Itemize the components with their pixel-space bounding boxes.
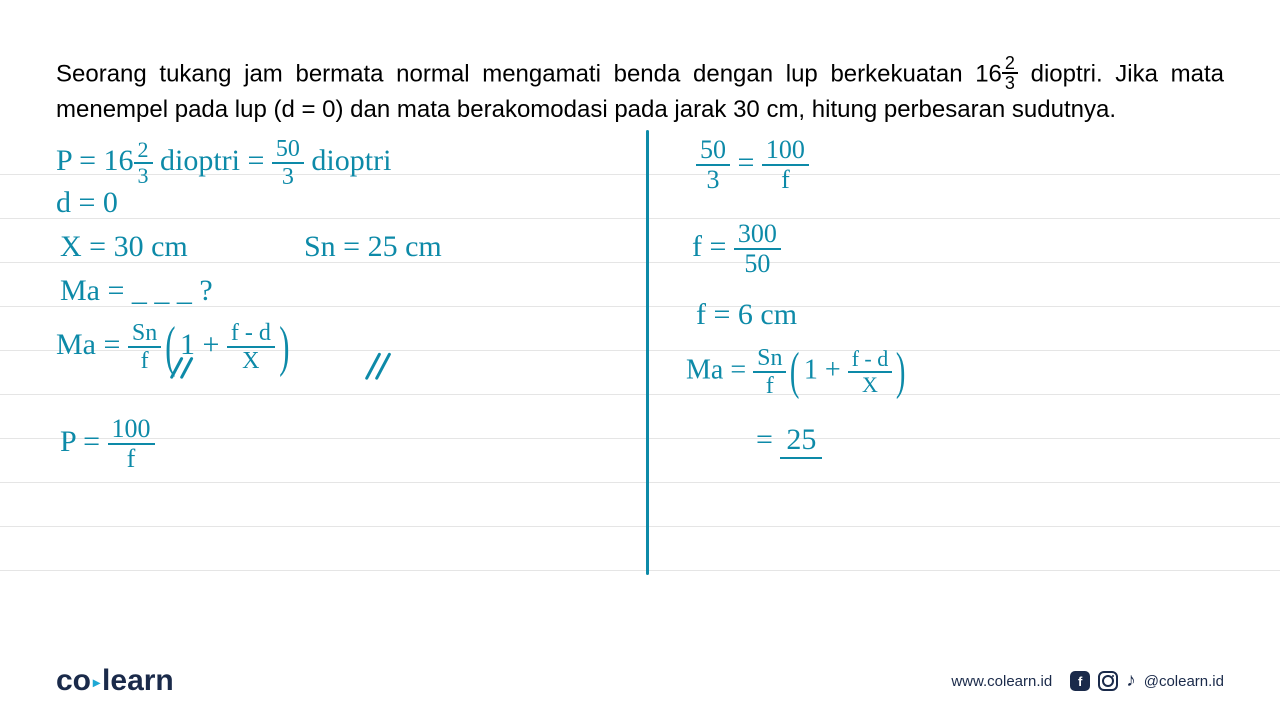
social-handle: @colearn.id: [1144, 673, 1224, 690]
eq-p100: P = 100f: [60, 415, 155, 473]
logo: co▸learn: [56, 664, 174, 698]
eq-r5: = 25: [756, 425, 822, 459]
problem-part1: Seorang tukang jam bermata normal mengam…: [56, 60, 1002, 87]
fraction-16-2-3: 23: [1002, 54, 1018, 92]
eq-power: P = 1623 dioptri = 503 dioptri: [56, 136, 391, 190]
eq-x: X = 30 cm: [60, 232, 188, 262]
eq-r2: f = 30050: [692, 220, 781, 278]
problem-statement: Seorang tukang jam bermata normal mengam…: [56, 56, 1224, 126]
eq-d: d = 0: [56, 188, 118, 218]
eq-r1: 503 = 100f: [696, 136, 809, 194]
eq-r3: f = 6 cm: [696, 300, 797, 330]
workspace: P = 1623 dioptri = 503 dioptri d = 0 X =…: [56, 130, 1224, 590]
facebook-icon: f: [1070, 671, 1090, 691]
tiktok-icon: ♪: [1126, 670, 1136, 692]
social-icons: f ♪ @colearn.id: [1070, 670, 1224, 692]
footer: co▸learn www.colearn.id f ♪ @colearn.id: [56, 664, 1224, 698]
eq-r4: Ma = Snf(1 + f - dX): [686, 345, 910, 399]
column-divider: [646, 130, 649, 575]
problem-part3: hitung perbesaran sudutnya.: [812, 96, 1116, 123]
eq-ma-q: Ma = _ _ _ ?: [60, 276, 213, 306]
instagram-icon: [1098, 671, 1118, 691]
footer-url: www.colearn.id: [951, 673, 1052, 690]
eq-sn: Sn = 25 cm: [304, 232, 442, 262]
